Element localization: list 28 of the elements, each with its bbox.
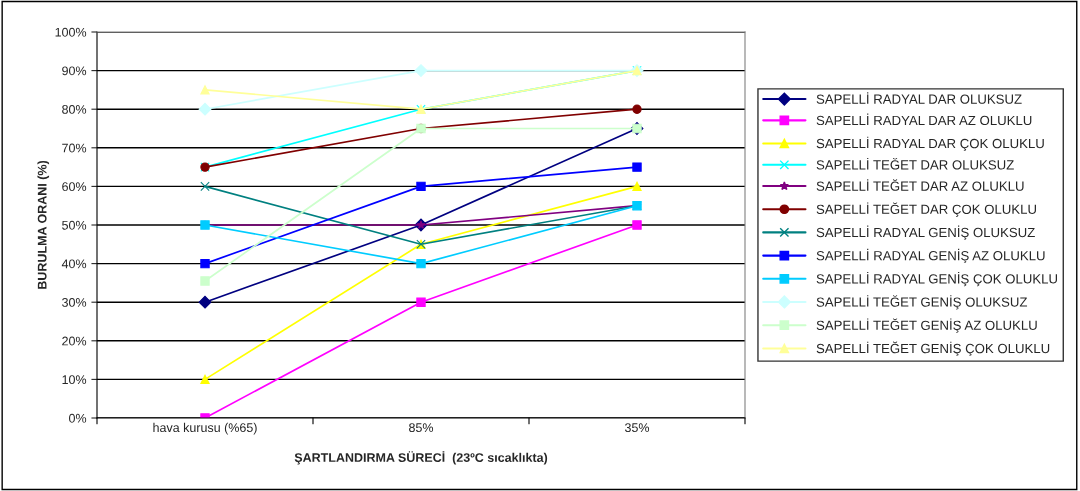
y-tick-label: 50% xyxy=(62,220,87,230)
y-tick-label: 60% xyxy=(62,182,87,192)
y-tick-label: 10% xyxy=(62,375,87,385)
y-tick-label: 90% xyxy=(62,66,87,76)
legend-label: SAPELLİ TEĞET DAR ÇOK OLUKLU xyxy=(816,202,1036,217)
y-axis-title: BURULMA ORANI (%) xyxy=(37,160,50,289)
legend-label: SAPELLİ TEĞET GENİŞ ÇOK OLUKLU xyxy=(816,341,1050,356)
legend-label: SAPELLİ RADYAL DAR AZ OLUKLU xyxy=(816,113,1032,126)
x-tick-label: hava kurusu (%65) xyxy=(153,422,257,435)
x-axis-title: ŞARTLANDIRMA SÜRECİ (23ºC sıcaklıkta) xyxy=(294,451,548,465)
legend-label: SAPELLİ RADYAL DAR ÇOK OLUKLU xyxy=(816,136,1044,151)
legend-label: SAPELLİ TEĞET DAR OLUKSUZ xyxy=(816,157,1014,170)
legend-label: SAPELLİ RADYAL GENİŞ OLUKSUZ xyxy=(816,225,1035,240)
legend-label: SAPELLİ TEĞET GENİŞ OLUKSUZ xyxy=(816,295,1028,310)
x-tick-label: 35% xyxy=(624,423,650,433)
y-tick-label: 20% xyxy=(62,336,87,346)
y-tick-label: 30% xyxy=(62,298,87,307)
y-tick-label: 80% xyxy=(62,105,87,114)
x-tick-label: 85% xyxy=(409,423,434,433)
legend-label: SAPELLİ RADYAL DAR OLUKSUZ xyxy=(816,92,1022,104)
y-tick-label: 0% xyxy=(69,413,87,423)
y-tick-label: 40% xyxy=(61,259,87,269)
legend-label: SAPELLİ TEĞET GENİŞ AZ OLUKLU xyxy=(816,318,1037,333)
y-tick-label: 70% xyxy=(62,143,87,153)
legend-label: SAPELLİ TEĞET DAR AZ OLUKLU xyxy=(816,179,1024,191)
legend-label: SAPELLİ RADYAL GENİŞ ÇOK OLUKLU xyxy=(816,271,1057,287)
y-tick-label: 100% xyxy=(55,27,87,37)
legend-label: SAPELLİ RADYAL GENİŞ AZ OLUKLU xyxy=(816,248,1045,264)
